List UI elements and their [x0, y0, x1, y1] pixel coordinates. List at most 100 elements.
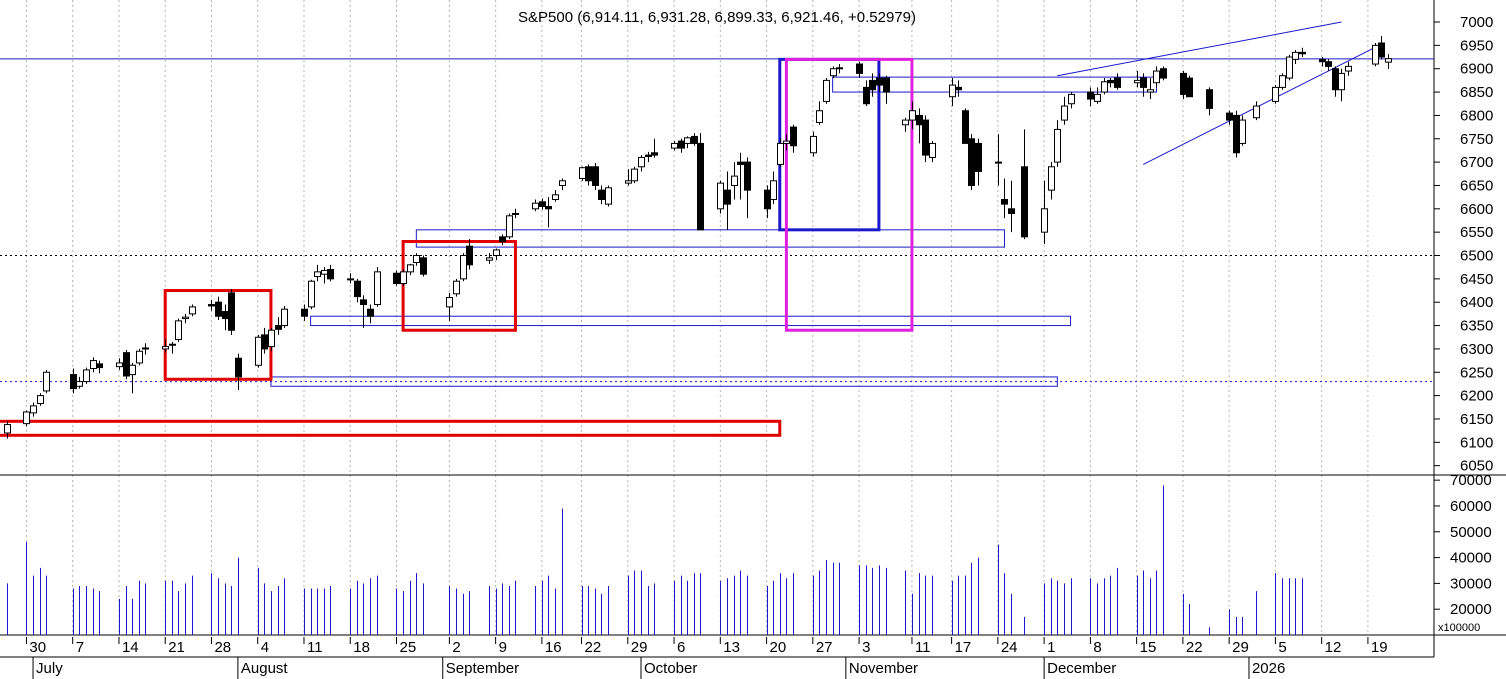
candle: [1001, 178, 1008, 219]
candle: [367, 304, 374, 324]
candle-body: [777, 142, 784, 165]
candle-body: [810, 135, 817, 154]
candle: [142, 343, 149, 355]
candle-body: [208, 304, 215, 307]
candle-body: [512, 212, 519, 215]
candle-body: [1107, 79, 1114, 84]
candle: [863, 80, 870, 107]
candle-body: [1087, 91, 1094, 100]
candle: [539, 198, 546, 210]
candle: [314, 264, 321, 282]
y-tick-label: 6650: [1460, 177, 1493, 194]
x-day-label: 11: [307, 639, 323, 656]
candle: [1226, 110, 1233, 125]
candle: [261, 327, 268, 354]
x-day-label: 2: [452, 639, 460, 656]
candle: [1253, 101, 1260, 121]
candle: [770, 171, 777, 205]
volume-bars: [7, 485, 1303, 635]
candle-body: [308, 280, 315, 308]
candle-body: [545, 205, 552, 210]
volume-tick-label: 50000: [1450, 524, 1492, 541]
highlight-box: [784, 57, 914, 332]
candle-body: [90, 360, 97, 370]
candle-body: [1140, 77, 1147, 88]
y-tick-label: 6150: [1460, 411, 1493, 428]
volume-tick-label: 70000: [1450, 472, 1492, 489]
x-day-label: 22: [585, 639, 602, 656]
candle-body: [486, 257, 493, 261]
x-day-label: 14: [122, 639, 139, 656]
candle: [737, 152, 744, 200]
candle: [96, 360, 103, 374]
candle-body: [909, 110, 916, 121]
candle-body: [493, 249, 500, 257]
candle: [830, 66, 837, 79]
candle: [354, 278, 361, 303]
x-month-label: July: [36, 660, 63, 677]
candle-body: [638, 156, 645, 168]
candle: [697, 133, 704, 231]
candle: [1233, 110, 1240, 158]
candle: [512, 208, 519, 219]
x-day-label: 1: [1047, 639, 1055, 656]
candle: [1087, 87, 1094, 107]
y-tick-label: 6250: [1460, 364, 1493, 381]
x-day-label: 24: [1001, 639, 1018, 656]
candle: [169, 341, 176, 354]
candle: [499, 234, 506, 246]
x-month-label: 2026: [1252, 660, 1285, 677]
candle: [955, 80, 962, 97]
y-tick-label: 6900: [1460, 61, 1493, 78]
candle: [962, 108, 969, 144]
candle-body: [863, 86, 870, 105]
candle-body: [1147, 89, 1154, 93]
x-day-label: 7: [76, 639, 84, 656]
candle-body: [1338, 72, 1345, 91]
candle-body: [995, 161, 1002, 164]
candle-body: [955, 86, 962, 91]
candle: [777, 138, 784, 167]
candle: [360, 295, 367, 328]
candle-body: [691, 135, 698, 144]
candle: [909, 101, 916, 130]
reference-lines: [0, 58, 1434, 383]
candle: [30, 402, 37, 417]
candle-body: [1226, 112, 1233, 121]
candle-body: [1180, 72, 1187, 95]
candle-body: [281, 308, 288, 327]
candle-body: [407, 264, 414, 273]
candle: [123, 349, 130, 380]
candle: [1325, 59, 1332, 72]
candle: [671, 141, 678, 151]
candle-body: [671, 142, 678, 149]
candle-body: [506, 215, 513, 238]
x-day-label: 15: [1140, 639, 1157, 656]
x-day-label: 19: [1371, 639, 1388, 656]
y-tick-label: 7000: [1460, 14, 1493, 31]
candle-body: [37, 395, 44, 405]
chart-frame: [0, 0, 1506, 658]
candle: [1114, 73, 1121, 90]
candle-body: [631, 168, 638, 182]
candle: [23, 410, 30, 427]
candle: [281, 305, 288, 328]
candle-body: [367, 308, 374, 317]
candle: [506, 213, 513, 240]
candle: [466, 239, 473, 270]
x-day-label: 28: [214, 639, 231, 656]
x-day-label: 30: [29, 639, 46, 656]
candle-body: [235, 357, 242, 378]
candle: [823, 78, 830, 104]
candle-body: [129, 364, 136, 376]
candle: [1372, 43, 1379, 67]
x-day-label: 20: [770, 639, 787, 656]
candle-body: [737, 161, 744, 165]
x-day-label: 8: [1093, 639, 1101, 656]
candle: [559, 178, 566, 191]
zones: [0, 76, 1157, 437]
candle-body: [420, 257, 427, 275]
candle: [308, 279, 315, 310]
candle-body: [724, 189, 731, 205]
x-day-label: 5: [1278, 639, 1286, 656]
